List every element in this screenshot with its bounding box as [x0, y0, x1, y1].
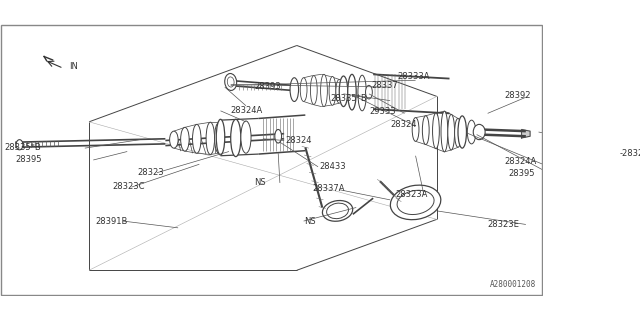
Ellipse shape — [339, 76, 348, 107]
Text: -28321: -28321 — [619, 149, 640, 158]
Ellipse shape — [310, 76, 317, 104]
Ellipse shape — [180, 127, 189, 151]
Ellipse shape — [230, 119, 241, 156]
Ellipse shape — [329, 76, 336, 105]
Ellipse shape — [225, 74, 237, 91]
Ellipse shape — [454, 118, 461, 147]
Ellipse shape — [473, 124, 485, 140]
Ellipse shape — [206, 122, 214, 155]
Text: NS: NS — [255, 178, 266, 187]
Text: IN: IN — [70, 62, 79, 71]
Text: 28395: 28395 — [509, 169, 536, 178]
Text: 28324: 28324 — [390, 120, 417, 129]
Text: 29333: 29333 — [369, 107, 396, 116]
Text: 28392: 28392 — [504, 91, 531, 100]
Text: 28324A: 28324A — [504, 157, 537, 166]
Ellipse shape — [390, 185, 441, 220]
Text: 28323E: 28323E — [488, 220, 520, 229]
Ellipse shape — [348, 74, 356, 110]
Ellipse shape — [441, 111, 448, 152]
Ellipse shape — [323, 201, 353, 221]
Ellipse shape — [227, 77, 234, 87]
Text: 28335*B: 28335*B — [331, 94, 367, 103]
Text: 28323A: 28323A — [396, 190, 428, 199]
Ellipse shape — [412, 117, 419, 141]
Ellipse shape — [326, 203, 349, 219]
Text: 28323: 28323 — [138, 168, 164, 177]
Ellipse shape — [365, 85, 372, 99]
Text: 28324A: 28324A — [230, 106, 263, 115]
Text: 28337: 28337 — [371, 81, 398, 90]
Ellipse shape — [193, 124, 201, 153]
Text: NS: NS — [303, 217, 316, 226]
Ellipse shape — [467, 120, 476, 144]
Text: 28393: 28393 — [255, 82, 281, 91]
Ellipse shape — [241, 121, 251, 153]
Ellipse shape — [321, 74, 328, 107]
Ellipse shape — [336, 79, 342, 103]
Text: 28391B: 28391B — [95, 217, 127, 226]
Ellipse shape — [358, 75, 366, 111]
Ellipse shape — [422, 116, 429, 145]
Text: 28337A: 28337A — [312, 184, 344, 193]
Ellipse shape — [458, 116, 467, 148]
Text: 28433: 28433 — [320, 162, 346, 171]
Text: 28324: 28324 — [285, 136, 312, 145]
Ellipse shape — [170, 131, 178, 148]
Ellipse shape — [300, 78, 307, 101]
Text: 28333A: 28333A — [397, 72, 429, 81]
Ellipse shape — [290, 78, 298, 101]
Text: 28323C: 28323C — [112, 182, 145, 191]
Ellipse shape — [275, 130, 282, 143]
Text: 28335*B: 28335*B — [4, 143, 41, 152]
Text: A280001208: A280001208 — [490, 280, 536, 289]
Ellipse shape — [397, 190, 434, 214]
Ellipse shape — [216, 119, 225, 155]
Polygon shape — [522, 130, 530, 138]
Ellipse shape — [16, 140, 23, 150]
Ellipse shape — [214, 123, 223, 153]
Ellipse shape — [433, 113, 439, 148]
Ellipse shape — [448, 114, 454, 150]
Text: 28395: 28395 — [15, 156, 42, 164]
